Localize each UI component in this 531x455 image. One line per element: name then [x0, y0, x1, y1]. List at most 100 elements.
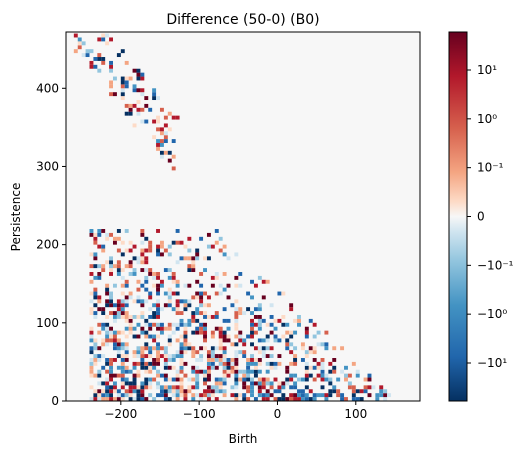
heatmap-cell	[124, 80, 129, 85]
heatmap-cell	[105, 338, 110, 343]
heatmap-cell	[250, 279, 254, 284]
heatmap-cell	[136, 76, 141, 81]
heatmap-cell	[112, 315, 117, 319]
heatmap-cell	[163, 326, 168, 331]
heatmap-cell	[124, 299, 129, 304]
heatmap-cell	[175, 393, 180, 398]
heatmap-cell	[250, 311, 254, 316]
heatmap-cell	[234, 369, 239, 374]
heatmap-cell	[93, 346, 98, 351]
heatmap-cell	[351, 397, 356, 401]
heatmap-cell	[105, 236, 110, 241]
heatmap-cell	[167, 389, 172, 394]
heatmap-cell	[183, 338, 188, 343]
heatmap-cell	[175, 279, 180, 284]
heatmap-cell	[124, 311, 129, 316]
heatmap-cell	[89, 264, 94, 269]
heatmap-cell	[257, 361, 262, 366]
heatmap-cell	[289, 350, 294, 355]
heatmap-cell	[105, 381, 110, 386]
heatmap-cell	[105, 291, 110, 296]
heatmap-cell	[257, 377, 262, 382]
heatmap-cell	[171, 279, 176, 284]
heatmap-cell	[304, 393, 309, 398]
heatmap-cell	[101, 268, 106, 273]
heatmap-cell	[316, 393, 321, 398]
heatmap-cell	[116, 338, 121, 343]
heatmap-cell	[222, 346, 227, 351]
heatmap-cell	[148, 315, 153, 319]
heatmap-cell	[273, 318, 278, 323]
heatmap-cell	[171, 385, 176, 390]
heatmap-cell	[124, 381, 129, 386]
heatmap-cell	[105, 326, 110, 331]
heatmap-cell	[265, 338, 270, 343]
heatmap-cell	[293, 373, 298, 378]
heatmap-cell	[140, 303, 145, 308]
heatmap-cell	[234, 381, 239, 386]
heatmap-cell	[265, 397, 270, 401]
heatmap-cell	[187, 264, 192, 269]
heatmap-cell	[136, 88, 141, 93]
heatmap-cell	[124, 326, 129, 331]
heatmap-cell	[191, 385, 196, 390]
heatmap-cell	[89, 229, 94, 233]
heatmap-cell	[218, 330, 223, 335]
heatmap-cell	[222, 244, 227, 249]
heatmap-cell	[93, 291, 98, 296]
heatmap-cell	[265, 322, 270, 327]
heatmap-cell	[347, 381, 352, 386]
heatmap-cell	[136, 256, 141, 261]
heatmap-cell	[128, 315, 133, 319]
heatmap-cell	[300, 358, 305, 362]
heatmap-cell	[109, 256, 113, 261]
heatmap-cell	[163, 268, 168, 273]
colorbar-tick-label: 10⁻¹	[477, 161, 504, 175]
heatmap-cell	[156, 307, 160, 312]
heatmap-cell	[148, 369, 153, 374]
heatmap-cell	[159, 373, 164, 378]
heatmap-cell	[85, 49, 90, 54]
y-tick-label: 100	[36, 316, 59, 330]
heatmap-cell	[179, 354, 184, 358]
heatmap-cell	[250, 361, 254, 366]
y-axis-label: Persistence	[9, 183, 23, 252]
heatmap-cell	[120, 393, 125, 398]
heatmap-cell	[324, 373, 329, 378]
heatmap-cell	[97, 373, 102, 378]
heatmap-cell	[156, 354, 160, 358]
heatmap-cell	[261, 279, 266, 284]
heatmap-cell	[97, 264, 102, 269]
heatmap-cell	[285, 397, 290, 401]
heatmap-cell	[261, 354, 266, 358]
heatmap-cell	[203, 338, 207, 343]
heatmap-cell	[257, 393, 262, 398]
heatmap-cell	[97, 295, 102, 300]
heatmap-cell	[140, 350, 145, 355]
heatmap-cell	[136, 369, 141, 374]
heatmap-cell	[195, 373, 200, 378]
heatmap-cell	[120, 315, 125, 319]
heatmap-cell	[218, 283, 223, 288]
heatmap-cell	[324, 330, 329, 335]
heatmap-cell	[148, 244, 153, 249]
heatmap-cell	[128, 389, 133, 394]
heatmap-cell	[93, 232, 98, 237]
heatmap-cell	[206, 315, 211, 319]
heatmap-cell	[199, 397, 204, 401]
heatmap-cell	[179, 346, 184, 351]
heatmap-cell	[116, 272, 121, 276]
heatmap-cell	[124, 334, 129, 339]
heatmap-cell	[171, 322, 176, 327]
heatmap-cell	[77, 41, 82, 46]
heatmap-cell	[332, 365, 337, 370]
heatmap-cell	[336, 393, 341, 398]
heatmap-cell	[128, 76, 133, 81]
heatmap-cell	[328, 377, 333, 382]
heatmap-cell	[171, 330, 176, 335]
heatmap-cell	[124, 76, 129, 81]
heatmap-cell	[171, 240, 176, 245]
heatmap-cell	[109, 232, 113, 237]
heatmap-cell	[132, 354, 137, 358]
heatmap-cell	[179, 393, 184, 398]
